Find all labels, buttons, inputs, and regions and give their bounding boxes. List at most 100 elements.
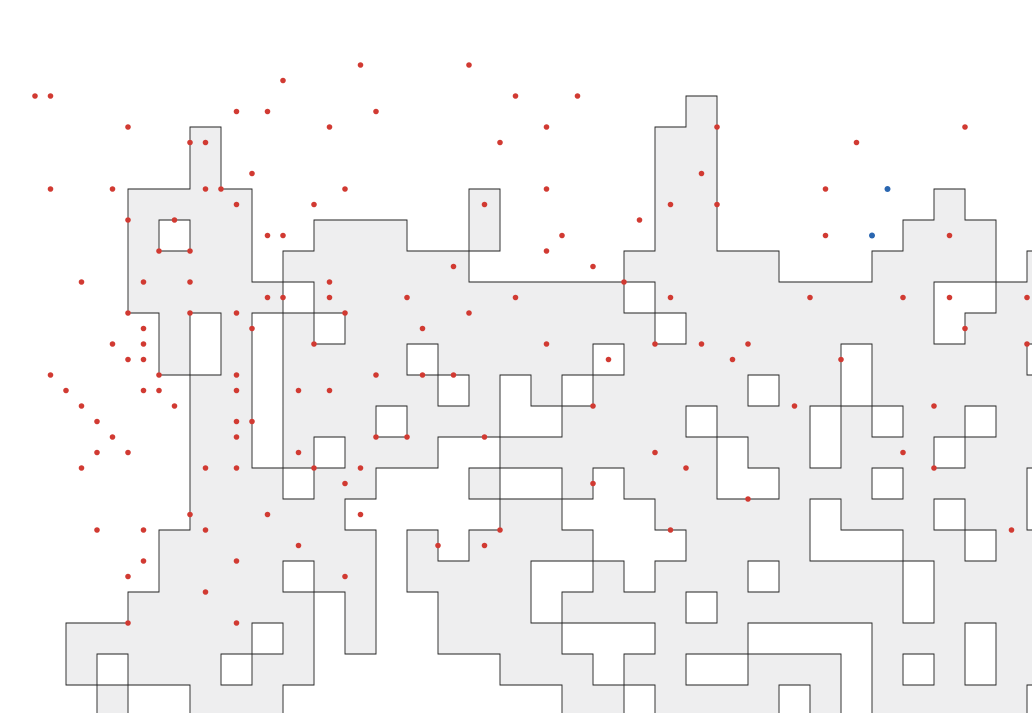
maze-cell (221, 592, 253, 624)
maze-cell (469, 623, 501, 655)
maze-cell (345, 406, 377, 438)
maze-cell (221, 499, 253, 531)
dead-end-dot (900, 449, 906, 456)
maze-cell (996, 685, 1028, 713)
dead-end-dot (264, 294, 271, 301)
maze-cell (903, 468, 935, 500)
maze-cell (283, 313, 315, 345)
maze-cell (345, 313, 377, 345)
dead-end-dot (140, 356, 147, 363)
maze-cell (996, 406, 1028, 438)
maze-cell (655, 375, 687, 407)
maze-cell (345, 437, 377, 469)
player-markers[interactable] (869, 186, 891, 239)
maze-cell (283, 499, 315, 531)
maze-cell (934, 406, 966, 438)
maze-cell (190, 406, 222, 438)
dead-end-dot (435, 542, 441, 549)
maze-cell (128, 623, 160, 655)
dead-end-dot (109, 434, 116, 440)
position-marker[interactable] (884, 186, 891, 192)
maze-cell (996, 623, 1028, 655)
dead-end-dot (187, 511, 193, 518)
dead-end-dot (1024, 341, 1030, 347)
maze-cell (345, 251, 377, 283)
maze-cell (345, 282, 377, 314)
maze-cell (376, 220, 408, 252)
maze-cell (593, 313, 625, 345)
dead-end-dot (233, 465, 240, 471)
maze-cell (345, 592, 377, 624)
maze-cell (252, 654, 284, 686)
maze-cell (469, 313, 501, 345)
maze-cell (376, 437, 408, 469)
dead-end-dot (590, 480, 596, 487)
maze-cell (159, 592, 191, 624)
maze-cell (314, 561, 346, 593)
maze-cell (810, 685, 842, 713)
maze-cell (407, 406, 439, 438)
maze-cell (872, 561, 904, 593)
maze-cell (841, 282, 873, 314)
dead-end-dot (543, 186, 550, 192)
dead-end-dot (233, 558, 240, 564)
maze-cell (221, 561, 253, 593)
maze-cell (655, 685, 687, 713)
dead-end-dot (125, 310, 131, 316)
maze-cell (686, 220, 718, 252)
maze-cell (314, 344, 346, 376)
dead-end-dot (202, 139, 209, 146)
maze-cell (996, 592, 1028, 624)
maze-cell (748, 251, 780, 283)
dead-end-dot (962, 325, 968, 332)
maze-cell (903, 282, 935, 314)
maze-cell (500, 561, 532, 593)
dead-end-dot (140, 558, 147, 564)
dead-end-dot (543, 341, 550, 347)
maze-cell (97, 685, 129, 713)
dead-end-dot (202, 589, 209, 595)
dead-end-dot (280, 294, 286, 301)
maze-cell (221, 251, 253, 283)
dead-end-markers (32, 62, 1030, 626)
dead-end-dot (47, 372, 54, 378)
maze-cell (965, 592, 997, 624)
dead-end-dot (264, 511, 271, 518)
maze-cell (965, 313, 997, 345)
dead-end-dot (404, 434, 410, 440)
dead-end-dot (543, 124, 550, 130)
dead-end-dot (78, 465, 85, 471)
maze-cell (996, 499, 1028, 531)
maze-cell (996, 313, 1028, 345)
maze-cell (407, 437, 439, 469)
dead-end-dot (807, 294, 813, 301)
maze-cell (314, 406, 346, 438)
maze-cell (190, 158, 222, 190)
position-marker[interactable] (869, 232, 875, 239)
maze-cell (717, 313, 749, 345)
dead-end-dot (78, 279, 85, 285)
dead-end-dot (78, 403, 85, 409)
maze-cell (903, 220, 935, 252)
maze-cell (1027, 530, 1032, 562)
maze-cell (717, 685, 749, 713)
dead-end-dot (326, 387, 333, 394)
dead-end-dot (171, 403, 178, 409)
maze-floor (66, 96, 1032, 713)
maze-cell (593, 375, 625, 407)
dead-end-dot (202, 465, 209, 471)
maze-cell (190, 375, 222, 407)
maze-cell (128, 251, 160, 283)
maze-cell (531, 437, 563, 469)
dead-end-dot (946, 232, 953, 239)
maze-cell (996, 654, 1028, 686)
maze-cell (779, 530, 811, 562)
maze-cell (872, 685, 904, 713)
maze-cell (500, 592, 532, 624)
maze-cell (810, 468, 842, 500)
maze-cell (159, 313, 191, 345)
maze-cell (779, 437, 811, 469)
maze-cell (500, 437, 532, 469)
dead-end-dot (419, 325, 426, 332)
maze-cell (562, 313, 594, 345)
